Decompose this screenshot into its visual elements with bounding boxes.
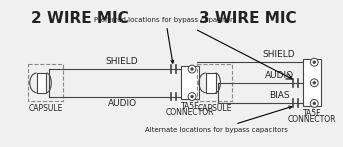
Text: BIAS: BIAS (269, 91, 289, 101)
Circle shape (310, 58, 318, 66)
Text: CAPSULE: CAPSULE (28, 104, 62, 113)
Text: SHIELD: SHIELD (263, 50, 295, 59)
Text: CONNECTOR: CONNECTOR (166, 108, 214, 117)
Circle shape (188, 65, 196, 73)
Bar (37, 73, 46, 93)
Circle shape (313, 61, 315, 63)
Bar (304, 59, 321, 106)
Circle shape (191, 96, 193, 98)
Text: CONNECTOR: CONNECTOR (288, 115, 336, 124)
Text: AUDIO: AUDIO (108, 100, 137, 108)
Text: CAPSULE: CAPSULE (197, 104, 232, 113)
Text: TA5F: TA5F (181, 102, 199, 111)
Text: 2 WIRE MIC: 2 WIRE MIC (31, 11, 129, 26)
Bar (206, 73, 215, 93)
Circle shape (310, 100, 318, 107)
Text: Alternate locations for bypass capacitors: Alternate locations for bypass capacitor… (145, 106, 292, 133)
Text: TA5F: TA5F (303, 109, 321, 118)
Bar (181, 66, 199, 100)
Text: 3 WIRE MIC: 3 WIRE MIC (199, 11, 297, 26)
Text: AUDIO: AUDIO (264, 71, 294, 80)
Circle shape (188, 93, 196, 101)
Circle shape (310, 79, 318, 87)
Circle shape (191, 68, 193, 70)
Circle shape (313, 82, 315, 84)
Text: Preferred locations for bypass capacitors: Preferred locations for bypass capacitor… (94, 17, 237, 63)
Circle shape (313, 102, 315, 104)
Text: SHIELD: SHIELD (106, 57, 139, 66)
